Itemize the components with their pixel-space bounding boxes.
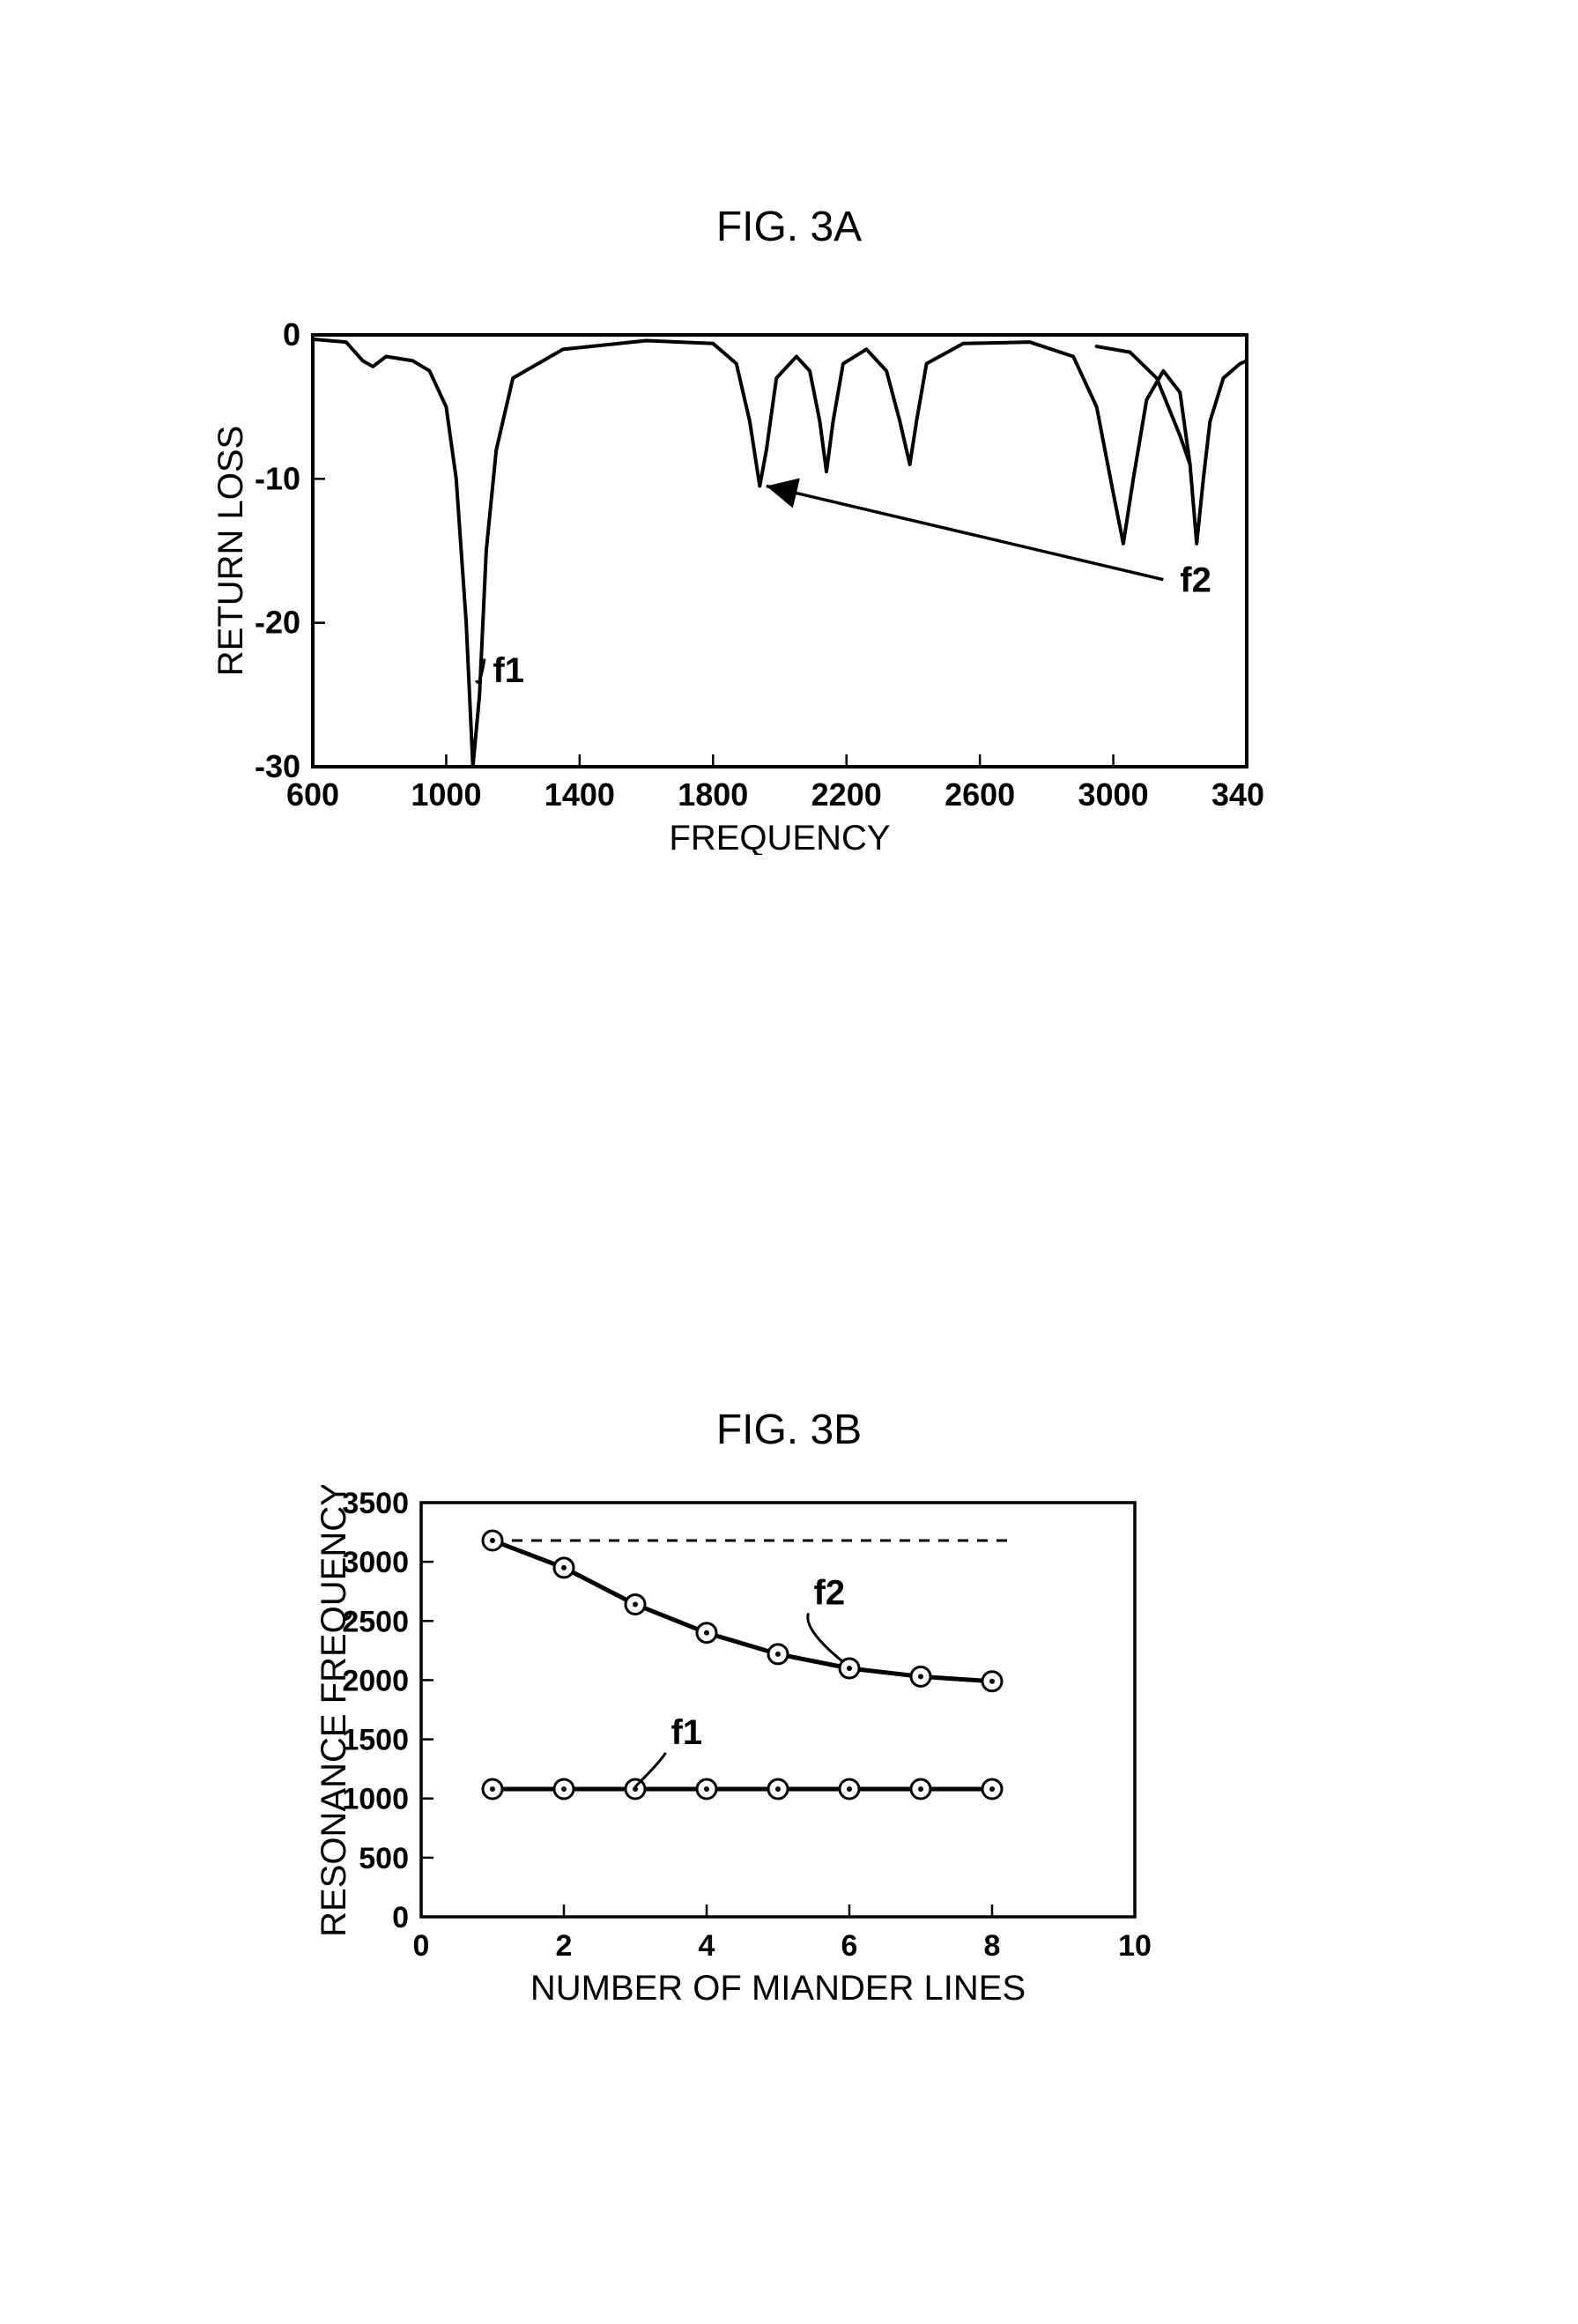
- svg-text:0: 0: [392, 1901, 409, 1934]
- svg-text:1400: 1400: [545, 776, 615, 813]
- fig-b-title: FIG. 3B: [0, 1406, 1578, 1454]
- fig-a-title: FIG. 3A: [0, 203, 1578, 251]
- svg-text:2: 2: [556, 1929, 573, 1963]
- svg-text:6: 6: [841, 1929, 858, 1963]
- svg-text:NUMBER OF MIANDER LINES: NUMBER OF MIANDER LINES: [530, 1969, 1026, 2005]
- svg-text:-10: -10: [255, 460, 300, 496]
- svg-text:2200: 2200: [811, 776, 882, 813]
- svg-text:10: 10: [1118, 1929, 1152, 1963]
- svg-text:-30: -30: [255, 748, 300, 784]
- svg-text:0: 0: [283, 317, 300, 353]
- svg-text:f1: f1: [671, 1713, 703, 1752]
- svg-text:f2: f2: [1180, 561, 1211, 600]
- svg-text:1800: 1800: [678, 776, 748, 813]
- svg-text:500: 500: [359, 1842, 409, 1875]
- svg-text:3000: 3000: [1078, 776, 1149, 813]
- svg-text:RETURN LOSS: RETURN LOSS: [211, 426, 250, 677]
- fig-a-chart: 6001000140018002200260030003400-30-20-10…: [207, 317, 1264, 859]
- svg-text:8: 8: [984, 1929, 1001, 1963]
- svg-text:4: 4: [699, 1929, 715, 1963]
- svg-text:-20: -20: [255, 605, 300, 641]
- svg-text:1000: 1000: [411, 776, 481, 813]
- svg-text:0: 0: [413, 1929, 430, 1963]
- svg-text:f2: f2: [814, 1573, 846, 1612]
- svg-text:f1: f1: [493, 651, 524, 690]
- svg-text:3400: 3400: [1211, 776, 1264, 813]
- svg-text:2600: 2600: [945, 776, 1015, 813]
- fig-b-chart: 02468100500100015002000250030003500f2f1N…: [315, 1485, 1152, 2009]
- svg-text:FREQUENCY: FREQUENCY: [669, 819, 890, 855]
- svg-text:RESONANCE FREQUENCY: RESONANCE FREQUENCY: [315, 1485, 353, 1937]
